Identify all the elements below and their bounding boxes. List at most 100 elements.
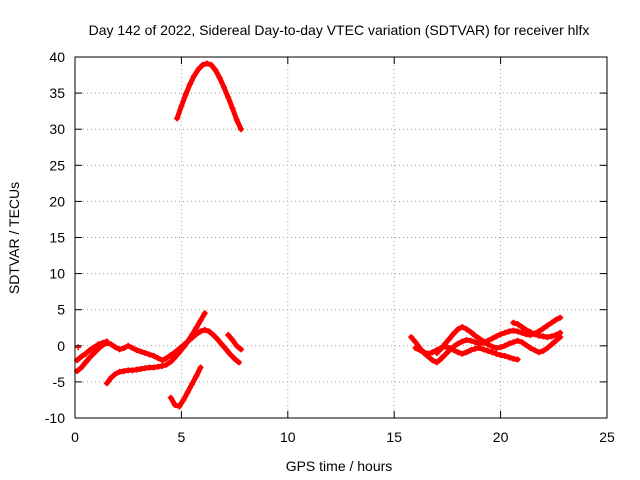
- data-point: [191, 72, 198, 79]
- data-point: [518, 339, 525, 346]
- series-arc-f: [75, 344, 82, 351]
- data-point: [78, 364, 85, 371]
- data-point: [412, 339, 419, 346]
- data-point: [103, 338, 110, 345]
- data-point: [438, 345, 445, 352]
- data-point: [552, 316, 559, 323]
- data-point: [197, 317, 204, 324]
- data-point: [172, 354, 179, 361]
- data-point: [527, 344, 534, 351]
- y-axis-label: SDTVAR / TECUs: [6, 182, 22, 294]
- data-point: [442, 340, 449, 347]
- series-arc-h: [412, 343, 521, 363]
- data-point: [150, 352, 157, 359]
- series-arc-b: [103, 310, 208, 387]
- data-point: [203, 60, 210, 67]
- data-point: [154, 355, 161, 362]
- data-point: [201, 310, 208, 317]
- data-point: [416, 347, 423, 354]
- data-point: [229, 337, 236, 344]
- data-point: [459, 324, 466, 331]
- data-point: [108, 374, 115, 381]
- y-tick-label: 10: [49, 266, 65, 282]
- data-point: [82, 359, 89, 366]
- data-point: [540, 325, 547, 332]
- data-point: [180, 396, 187, 403]
- data-point: [201, 326, 208, 333]
- data-point: [112, 344, 119, 351]
- data-point: [163, 361, 170, 368]
- data-point: [459, 350, 466, 357]
- data-point: [233, 116, 240, 123]
- data-point: [514, 328, 521, 335]
- data-point: [489, 335, 496, 342]
- data-point: [189, 331, 196, 338]
- data-point: [216, 74, 223, 81]
- data-point: [450, 347, 457, 354]
- data-point: [235, 359, 242, 366]
- data-point: [112, 370, 119, 377]
- data-point: [91, 344, 98, 351]
- y-tick-label: 35: [49, 85, 65, 101]
- data-point: [208, 61, 215, 68]
- data-point: [497, 331, 504, 338]
- data-point: [493, 350, 500, 357]
- data-point: [527, 329, 534, 336]
- data-point: [129, 344, 136, 351]
- data-point: [557, 329, 564, 336]
- y-tick-label: 15: [49, 230, 65, 246]
- data-point: [116, 346, 123, 353]
- data-point: [167, 358, 174, 365]
- data-point: [544, 344, 551, 351]
- data-point: [484, 341, 491, 348]
- data-point: [489, 343, 496, 350]
- data-point: [91, 350, 98, 357]
- data-point: [548, 341, 555, 348]
- plot-area: [74, 60, 564, 410]
- data-point: [501, 352, 508, 359]
- data-point: [233, 342, 240, 349]
- data-point: [518, 324, 525, 331]
- data-point: [142, 350, 149, 357]
- data-point: [206, 328, 213, 335]
- data-point: [535, 349, 542, 356]
- series-trace: [225, 332, 244, 352]
- data-point: [218, 341, 225, 348]
- data-point: [193, 373, 200, 380]
- data-point: [176, 349, 183, 356]
- data-point: [489, 349, 496, 356]
- data-point: [99, 339, 106, 346]
- data-point: [446, 344, 453, 351]
- data-point: [438, 355, 445, 362]
- data-point: [480, 338, 487, 345]
- x-tick-label: 25: [599, 429, 615, 445]
- x-tick-label: 5: [178, 429, 186, 445]
- data-point: [455, 326, 462, 333]
- data-point: [510, 339, 517, 346]
- data-point: [552, 331, 559, 338]
- data-point: [176, 403, 183, 410]
- data-point: [514, 337, 521, 344]
- data-point: [442, 351, 449, 358]
- data-point: [552, 337, 559, 344]
- data-point: [167, 394, 174, 401]
- data-point: [231, 355, 238, 362]
- x-tick-label: 15: [386, 429, 402, 445]
- data-point: [172, 402, 179, 409]
- data-point: [501, 329, 508, 336]
- data-point: [220, 84, 227, 91]
- data-point: [237, 346, 244, 353]
- data-point: [125, 342, 132, 349]
- data-point: [425, 350, 432, 357]
- data-point: [472, 332, 479, 339]
- data-point: [501, 342, 508, 349]
- data-point: [199, 61, 206, 68]
- data-point: [120, 344, 127, 351]
- data-point: [193, 324, 200, 331]
- data-point: [510, 319, 517, 326]
- data-point: [225, 331, 232, 338]
- data-point: [540, 347, 547, 354]
- data-point: [408, 334, 415, 341]
- data-point: [463, 349, 470, 356]
